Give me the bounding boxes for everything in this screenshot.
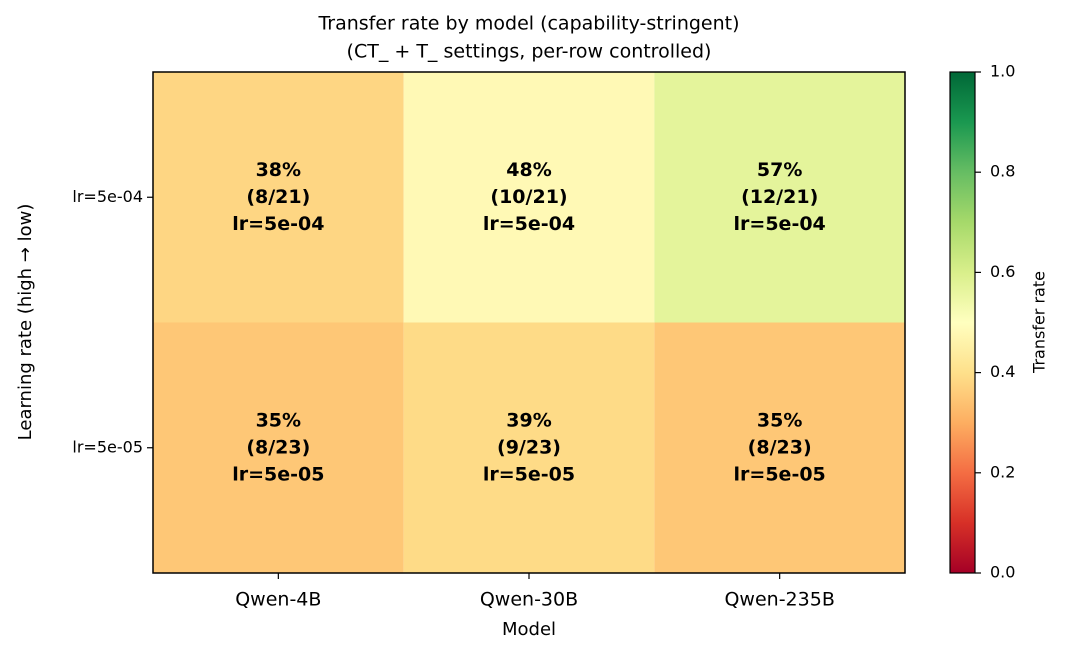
cell-value-label: 48% — [506, 159, 551, 181]
cell-value-label: 57% — [757, 159, 802, 181]
cell-note-label: lr=5e-04 — [483, 213, 575, 235]
x-tick-label: Qwen-235B — [724, 589, 834, 611]
cell-value-label: 38% — [256, 159, 301, 181]
colorbar-label: Transfer rate — [1030, 271, 1049, 374]
colorbar-tick-label: 0.2 — [990, 462, 1015, 481]
cell-count-label: (8/23) — [246, 436, 310, 458]
x-tick-label: Qwen-30B — [480, 589, 578, 611]
heatmap-cell — [654, 72, 905, 323]
cell-value-label: 35% — [256, 409, 301, 431]
cell-count-label: (9/23) — [497, 436, 561, 458]
colorbar — [949, 71, 976, 574]
colorbar-tick-label: 0.6 — [990, 262, 1015, 281]
x-tick-label: Qwen-4B — [235, 589, 321, 611]
heatmap-cell — [654, 322, 905, 573]
x-axis-label: Model — [502, 619, 556, 640]
heatmap-cell — [403, 322, 655, 573]
chart-subtitle: (CT_ + T_ settings, per-row controlled) — [347, 41, 712, 63]
cell-note-label: lr=5e-05 — [734, 463, 826, 485]
colorbar-tick-label: 1.0 — [990, 62, 1015, 81]
cell-count-label: (8/23) — [748, 436, 812, 458]
heatmap-cell — [403, 72, 655, 323]
cell-value-label: 35% — [757, 409, 802, 431]
chart-title: Transfer rate by model (capability-strin… — [317, 13, 739, 35]
colorbar-tick-label: 0.4 — [990, 362, 1015, 381]
cell-note-label: lr=5e-04 — [734, 213, 826, 235]
y-axis-label: Learning rate (high → low) — [15, 204, 36, 441]
cell-note-label: lr=5e-05 — [232, 463, 324, 485]
cell-count-label: (8/21) — [246, 186, 310, 208]
colorbar-tick-label: 0.8 — [990, 162, 1015, 181]
cell-count-label: (10/21) — [490, 186, 567, 208]
heatmap-cell — [153, 322, 404, 573]
y-tick-label: lr=5e-05 — [72, 437, 143, 456]
cell-count-label: (12/21) — [741, 186, 818, 208]
heatmap-cell — [153, 72, 404, 323]
cell-note-label: lr=5e-05 — [483, 463, 575, 485]
cell-note-label: lr=5e-04 — [232, 213, 324, 235]
y-tick-label: lr=5e-04 — [72, 187, 143, 206]
cell-value-label: 39% — [506, 409, 551, 431]
colorbar-tick-label: 0.0 — [990, 563, 1015, 582]
